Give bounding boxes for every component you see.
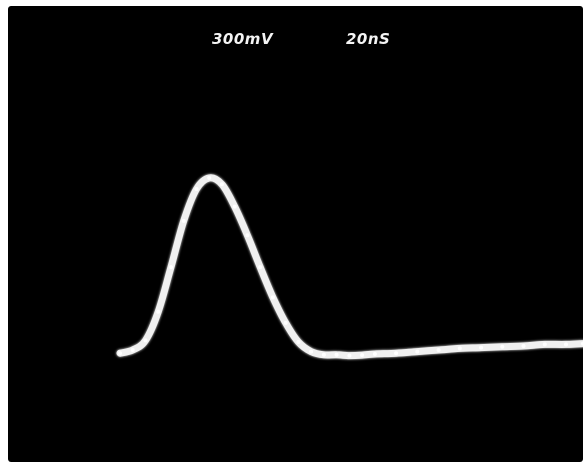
trace-point-14 (296, 340, 301, 344)
trace-point-24 (457, 346, 462, 351)
trace-point-27 (521, 344, 526, 348)
trace-point-20 (372, 352, 377, 356)
trace-point-28 (542, 342, 547, 347)
trace-point-25 (479, 345, 484, 350)
waveform-plot (116, 174, 583, 360)
trace-point-0 (118, 351, 122, 356)
trace-point-1 (130, 348, 135, 352)
trace-point-10 (245, 233, 250, 238)
trace-point-21 (394, 351, 399, 356)
trace-point-11 (258, 265, 263, 270)
trace-point-9 (232, 204, 237, 209)
trace-point-12 (270, 295, 275, 300)
trace-point-2 (143, 338, 148, 343)
trace-point-6 (194, 187, 199, 191)
waveform-trace-0 (116, 174, 583, 360)
trace-point-15 (309, 349, 314, 354)
volts-per-division-readout: 300mV (212, 30, 274, 48)
oscilloscope-screen: 300mV 20nS (8, 6, 583, 462)
time-per-division-readout: 20nS (346, 30, 391, 48)
trace-point-7 (207, 175, 212, 180)
trace-point-18 (347, 353, 352, 358)
trace-point-23 (436, 348, 441, 352)
trace-point-4 (169, 265, 173, 270)
trace-point-29 (564, 342, 568, 347)
trace-point-13 (283, 320, 288, 325)
trace-point-5 (181, 218, 186, 223)
trace-point-8 (219, 182, 224, 187)
trace-point-26 (500, 344, 505, 349)
trace-point-22 (415, 349, 420, 354)
trace-point-3 (156, 309, 161, 314)
trace-point-16 (321, 352, 326, 357)
trace-point-19 (360, 353, 365, 358)
trace-point-17 (334, 352, 339, 357)
